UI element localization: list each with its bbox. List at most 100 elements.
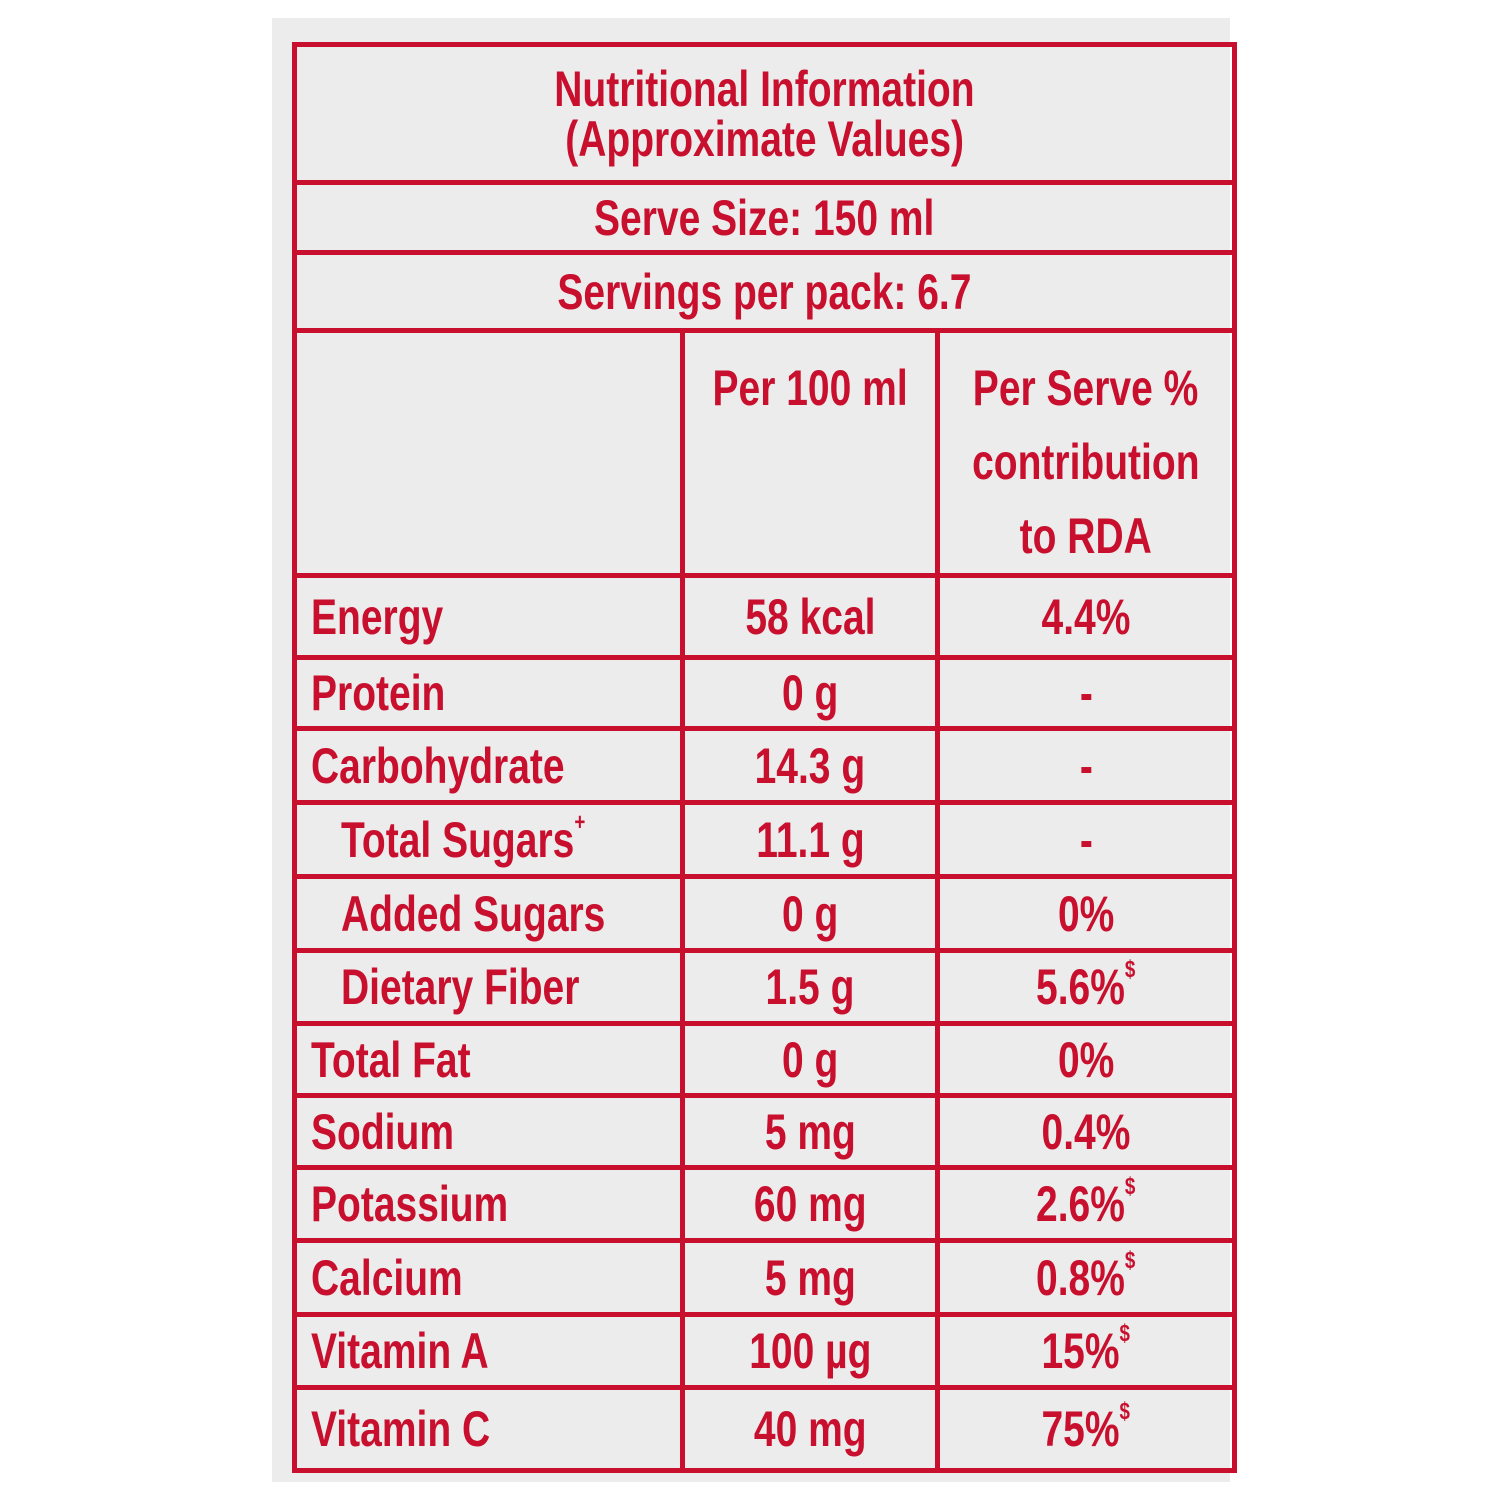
servings-text: Servings per pack: 6.7 [557,263,972,320]
nutrient-name: Carbohydrate [292,726,685,805]
nutrient-name: Vitamin C [292,1385,685,1473]
nutrition-table: Nutritional Information (Approximate Val… [292,42,1237,1473]
footnote-mark: $ [1125,1246,1136,1274]
rda-value: 0.8%$ [935,1238,1237,1317]
header-rda-line-3: to RDA [1019,508,1153,564]
serve-size-text: Serve Size: 150 ml [594,189,935,246]
nutrient-name: Dietary Fiber [292,948,685,1026]
per-100-value: 40 mg [679,1385,941,1473]
column-header-row: Per 100 ml Per Serve % contribution to R… [292,328,1237,578]
nutrient-name: Added Sugars [292,874,685,953]
header-per-100: Per 100 ml [679,328,941,578]
rda-text: 2.6% [1036,1176,1126,1232]
table-row: Potassium 60 mg 2.6%$ [292,1165,1237,1243]
nutrient-name-text: Dietary Fiber [341,959,580,1015]
nutrient-name: Energy [292,573,685,660]
rda-value: 4.4% [935,573,1237,660]
per-100-text: 0 g [781,885,839,942]
per-100-text: 5 mg [764,1103,856,1160]
servings-per-pack: Servings per pack: 6.7 [292,250,1237,333]
rda-text: 0% [1057,885,1115,942]
nutrient-name-text: Vitamin C [311,1401,491,1457]
per-100-value: 0 g [679,874,941,953]
rda-value: 2.6%$ [935,1165,1237,1243]
per-100-text: 11.1 g [755,811,865,868]
nutrient-name-text: Added Sugars [341,885,606,942]
rda-value: 75%$ [935,1385,1237,1473]
rda-text: - [1079,665,1093,721]
table-title: Nutritional Information (Approximate Val… [292,42,1237,185]
footnote-mark: $ [1125,956,1136,983]
nutrient-name-text: Sodium [311,1103,454,1160]
rda-value: - [935,726,1237,805]
per-100-value: 60 mg [679,1165,941,1243]
rda-value: 5.6%$ [935,948,1237,1026]
nutrient-name: Calcium [292,1238,685,1317]
per-100-text: 40 mg [753,1401,867,1457]
nutrient-name: Total Sugars+ [292,800,685,879]
nutrient-name-text: Protein [311,665,446,721]
nutrient-name-text: Total Fat [311,1031,471,1088]
rda-text: 75% [1041,1401,1120,1457]
table-row: Protein 0 g - [292,655,1237,731]
nutrient-name: Vitamin A [292,1312,685,1390]
nutrient-name: Sodium [292,1093,685,1170]
title-line-1: Nutritional Information [554,60,975,117]
table-row: Carbohydrate 14.3 g - [292,726,1237,805]
nutrient-name-text: Potassium [311,1176,509,1232]
header-rda-line-1: Per Serve % [973,360,1199,416]
rda-value: 15%$ [935,1312,1237,1390]
rda-text: - [1079,811,1093,868]
nutrient-name: Protein [292,655,685,731]
per-100-text: 1.5 g [765,959,855,1015]
rda-value: - [935,655,1237,731]
rda-text: 5.6% [1036,959,1126,1015]
header-empty [292,328,685,578]
table-row: Dietary Fiber 1.5 g 5.6%$ [292,948,1237,1026]
table-row: Total Sugars+ 11.1 g - [292,800,1237,879]
title-row: Nutritional Information (Approximate Val… [292,42,1237,185]
rda-text: 0.4% [1041,1103,1131,1160]
rda-text: - [1079,737,1093,794]
per-100-value: 5 mg [679,1093,941,1170]
rda-value: 0% [935,1021,1237,1098]
per-100-text: 100 µg [748,1323,872,1379]
header-rda-line-2: contribution [972,434,1200,490]
nutrient-name-text: Total Sugars [341,811,575,868]
per-100-text: 0 g [781,1031,839,1088]
table-row: Energy 58 kcal 4.4% [292,573,1237,660]
per-100-text: 0 g [781,665,839,721]
nutrient-name: Potassium [292,1165,685,1243]
per-100-value: 1.5 g [679,948,941,1026]
rda-text: 15% [1041,1323,1120,1379]
per-100-text: 60 mg [753,1176,867,1232]
header-rda: Per Serve % contribution to RDA [935,328,1237,578]
rda-value: 0% [935,874,1237,953]
per-100-text: 58 kcal [744,588,876,645]
footnote-mark: $ [1119,1320,1131,1347]
rda-value: 0.4% [935,1093,1237,1170]
nutrient-name-text: Calcium [311,1249,463,1306]
per-100-value: 0 g [679,655,941,731]
header-per-100-text: Per 100 ml [712,360,908,416]
title-line-2: (Approximate Values) [564,110,964,167]
rda-value: - [935,800,1237,879]
table-row: Added Sugars 0 g 0% [292,874,1237,953]
footnote-mark: $ [1119,1398,1131,1425]
per-100-value: 11.1 g [679,800,941,879]
rda-text: 0% [1057,1031,1115,1088]
per-100-value: 5 mg [679,1238,941,1317]
table-row: Sodium 5 mg 0.4% [292,1093,1237,1170]
rda-text: 0.8% [1036,1249,1126,1306]
per-100-value: 14.3 g [679,726,941,805]
table-row: Total Fat 0 g 0% [292,1021,1237,1098]
per-100-value: 0 g [679,1021,941,1098]
footnote-mark: $ [1125,1173,1136,1200]
nutrient-name-text: Vitamin A [311,1323,489,1379]
table-row: Vitamin C 40 mg 75%$ [292,1385,1237,1473]
table-row: Vitamin A 100 µg 15%$ [292,1312,1237,1390]
per-100-value: 100 µg [679,1312,941,1390]
nutrient-name: Total Fat [292,1021,685,1098]
rda-text: 4.4% [1041,588,1131,645]
per-100-text: 5 mg [764,1249,856,1306]
